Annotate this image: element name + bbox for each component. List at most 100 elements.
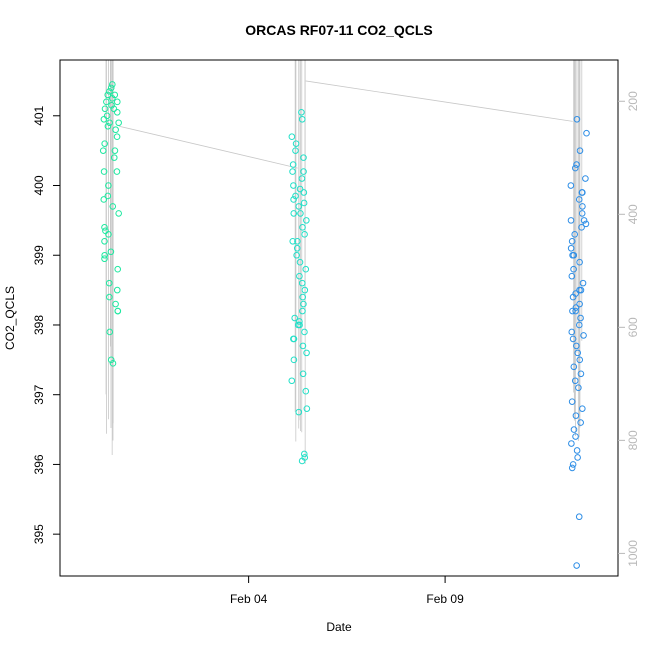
data-point	[573, 115, 581, 123]
data-point	[101, 237, 108, 245]
y-tick-label: 401	[32, 105, 46, 125]
data-point	[294, 321, 302, 329]
data-point	[101, 224, 108, 231]
data-point	[289, 237, 297, 245]
data-point	[101, 255, 108, 263]
right-tick-label: 400	[626, 204, 640, 224]
data-point	[104, 91, 112, 99]
data-point	[578, 224, 585, 231]
data-point	[573, 342, 580, 350]
y-tick-label: 396	[32, 454, 46, 474]
data-point	[570, 426, 578, 433]
plot-frame	[59, 59, 619, 577]
data-point	[288, 377, 296, 385]
data-point	[567, 217, 575, 224]
data-point	[574, 349, 582, 357]
data-point	[295, 203, 303, 210]
altitude-trace	[118, 125, 298, 169]
data-point	[292, 147, 299, 154]
data-point	[572, 164, 579, 172]
data-point	[303, 349, 310, 357]
data-point	[114, 307, 122, 315]
data-point	[578, 210, 586, 217]
data-point	[110, 105, 118, 113]
data-point	[300, 154, 307, 161]
data-point	[103, 112, 111, 120]
data-point	[301, 328, 308, 336]
right-tick-label: 1000	[626, 540, 640, 567]
y-tick-label: 400	[32, 175, 46, 195]
data-point	[300, 168, 307, 175]
data-point	[580, 217, 588, 224]
data-point	[299, 293, 307, 301]
data-point	[290, 196, 297, 203]
data-point	[570, 265, 577, 273]
x-axis: Feb 04 Feb 09	[230, 576, 464, 606]
data-point	[114, 265, 122, 273]
data-point	[113, 168, 121, 175]
data-point	[298, 108, 305, 116]
data-point	[105, 279, 113, 287]
data-point	[574, 454, 581, 461]
data-point	[296, 318, 303, 325]
data-point	[573, 562, 580, 569]
y-axis: 395 396 397 398 399 400 401	[32, 105, 60, 544]
data-point	[580, 332, 587, 339]
data-point	[292, 192, 299, 200]
data-point	[298, 457, 306, 465]
data-point	[297, 210, 304, 217]
data-point	[291, 314, 298, 322]
data-point	[293, 251, 300, 259]
data-point	[582, 175, 589, 182]
right-tick-label: 800	[626, 430, 640, 450]
data-point	[113, 108, 121, 116]
data-point	[582, 220, 590, 228]
data-point	[572, 433, 579, 440]
data-point	[568, 272, 576, 280]
data-point	[572, 304, 580, 311]
data-point	[102, 227, 109, 235]
data-point	[109, 81, 116, 88]
data-point	[107, 248, 115, 256]
data-point	[296, 272, 303, 280]
data-point	[109, 95, 116, 102]
data-point	[295, 408, 303, 416]
data-point	[290, 182, 297, 189]
data-point	[568, 328, 576, 336]
data-point	[104, 122, 112, 130]
data-point	[575, 196, 583, 203]
data-points	[99, 81, 590, 569]
x-tick-label: Feb 09	[426, 592, 464, 606]
data-point	[299, 307, 306, 315]
data-point	[300, 189, 308, 196]
data-point	[100, 115, 108, 123]
data-point	[294, 237, 301, 245]
data-point	[296, 185, 304, 193]
data-point	[299, 224, 306, 231]
data-point	[111, 147, 119, 154]
data-point	[101, 105, 109, 113]
data-point	[289, 161, 297, 168]
data-point	[303, 217, 310, 224]
data-point	[106, 119, 113, 127]
data-point	[290, 210, 298, 217]
data-point	[112, 300, 119, 308]
data-point	[572, 307, 579, 315]
data-point	[577, 419, 584, 426]
y-tick-label: 397	[32, 384, 46, 404]
data-point	[300, 300, 307, 308]
altitude-traces	[105, 60, 583, 464]
data-point	[106, 88, 113, 95]
data-point	[300, 199, 308, 207]
data-point	[569, 251, 576, 259]
data-point	[99, 147, 107, 154]
chart-title: ORCAS RF07-11 CO2_QCLS	[245, 22, 433, 38]
data-point	[577, 314, 584, 322]
data-point	[573, 161, 580, 168]
x-tick-label: Feb 04	[230, 592, 268, 606]
data-point	[299, 370, 307, 378]
data-point	[115, 119, 122, 127]
data-point	[106, 328, 114, 336]
data-point	[302, 387, 310, 395]
data-point	[576, 258, 583, 266]
